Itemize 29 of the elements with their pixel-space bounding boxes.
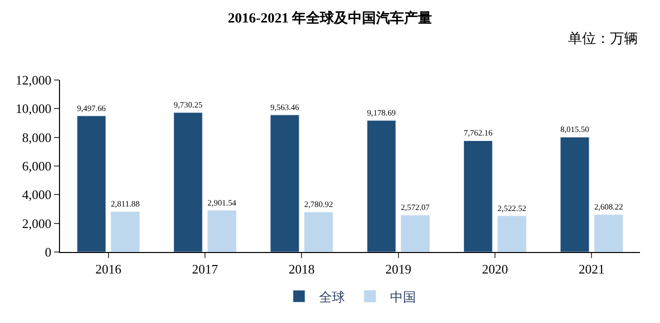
x-tick-label: 2019 xyxy=(385,262,412,277)
text: 单位：万辆 xyxy=(568,31,638,47)
y-tick-label: 4,000 xyxy=(22,187,52,202)
x-tick-label: 2018 xyxy=(288,262,315,277)
bar xyxy=(463,140,493,252)
y-tick-label: 2,000 xyxy=(22,216,52,231)
bar xyxy=(270,114,300,252)
bar xyxy=(207,210,237,252)
y-tick-label: 12,000 xyxy=(16,72,52,88)
bar xyxy=(400,214,430,252)
y-tick-label: 10,000 xyxy=(16,101,52,116)
bar xyxy=(304,212,334,252)
bar xyxy=(560,136,590,252)
legend-label: 中国 xyxy=(390,289,416,304)
x-tick-label: 2016 xyxy=(95,262,122,277)
x-tick-label: 2020 xyxy=(482,262,508,277)
bar xyxy=(366,120,396,252)
legend-label: 全球 xyxy=(319,289,345,304)
y-tick-label: 0 xyxy=(44,244,52,260)
x-tick-label: 2017 xyxy=(192,262,218,277)
bar xyxy=(173,112,203,252)
bar xyxy=(76,116,106,252)
bar xyxy=(110,211,140,252)
y-tick-label: 6,000 xyxy=(22,158,52,174)
y-tick-label: 8,000 xyxy=(22,130,52,145)
bar xyxy=(497,216,527,252)
chart-title: 2016-2021 年全球及中国汽车产量 xyxy=(228,10,432,27)
x-tick-label: 2021 xyxy=(578,262,605,277)
bar xyxy=(594,214,624,252)
